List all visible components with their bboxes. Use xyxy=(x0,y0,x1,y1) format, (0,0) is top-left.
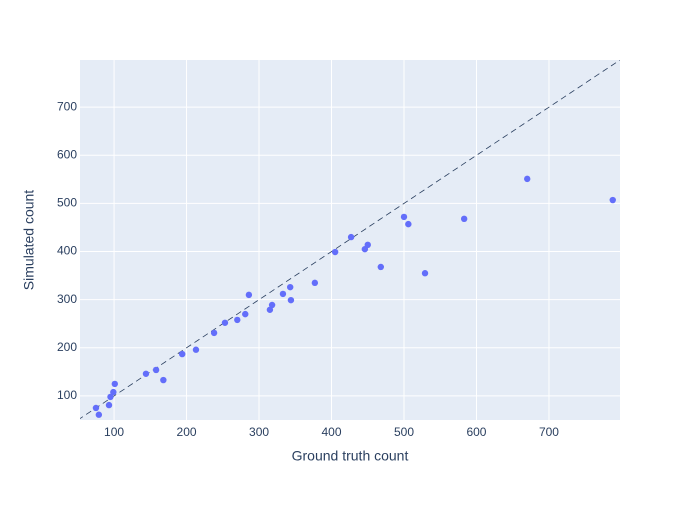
point xyxy=(245,291,253,299)
x-axis-title: Ground truth count xyxy=(292,448,409,464)
x-tick-label: 300 xyxy=(249,425,269,439)
point xyxy=(268,301,276,309)
point xyxy=(377,263,385,271)
point xyxy=(524,175,531,183)
point xyxy=(266,306,274,313)
point xyxy=(92,404,100,412)
x-tick-label: 200 xyxy=(177,425,197,439)
x-tick-label: 400 xyxy=(322,425,342,439)
point xyxy=(221,319,229,326)
x-tick-label: 500 xyxy=(394,425,414,439)
y-tick-label: 700 xyxy=(57,99,77,113)
y-tick-label: 400 xyxy=(57,244,77,258)
point xyxy=(192,346,200,353)
point xyxy=(179,350,186,358)
identity-line xyxy=(80,60,620,420)
point xyxy=(460,215,468,223)
point xyxy=(405,220,412,228)
point xyxy=(287,283,294,291)
y-tick-label: 200 xyxy=(57,340,77,354)
point xyxy=(311,279,319,287)
y-tick-label: 500 xyxy=(57,196,77,210)
y-tick-label: 600 xyxy=(57,147,77,161)
grid xyxy=(80,60,620,420)
point xyxy=(609,196,616,204)
y-tick-label: 300 xyxy=(57,292,77,306)
point xyxy=(160,376,167,384)
point xyxy=(287,296,295,304)
point xyxy=(331,248,339,256)
point xyxy=(210,329,218,337)
point xyxy=(95,411,103,418)
x-tick-label: 600 xyxy=(466,425,486,439)
point xyxy=(279,290,287,298)
point xyxy=(242,310,249,318)
marks xyxy=(80,60,620,420)
point xyxy=(107,393,114,401)
x-tick-label: 100 xyxy=(104,425,124,439)
point xyxy=(347,233,355,241)
point xyxy=(105,401,113,409)
point xyxy=(110,388,117,396)
point xyxy=(421,270,429,277)
point xyxy=(142,370,150,377)
point xyxy=(400,213,408,221)
point xyxy=(111,380,118,388)
point xyxy=(364,241,371,249)
y-tick-label: 100 xyxy=(57,388,77,402)
point xyxy=(234,316,241,324)
y-axis-title: Simulated count xyxy=(21,190,37,291)
point xyxy=(152,366,160,374)
x-tick-label: 700 xyxy=(539,425,559,439)
